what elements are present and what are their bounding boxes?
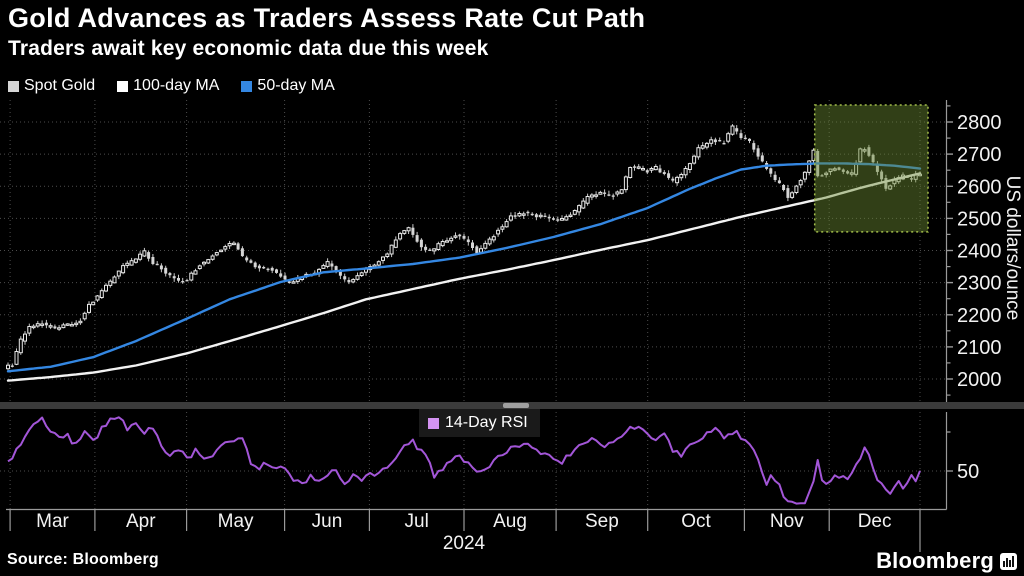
svg-text:2000: 2000 xyxy=(957,369,1002,391)
svg-text:2024: 2024 xyxy=(443,533,486,554)
chart-subtitle: Traders await key economic data due this… xyxy=(8,37,489,60)
bloomberg-wordmark: Bloomberg xyxy=(876,548,994,573)
legend-item-spot-gold: Spot Gold xyxy=(8,77,95,95)
svg-text:May: May xyxy=(218,511,254,532)
rsi-swatch-icon xyxy=(428,417,439,429)
svg-text:2200: 2200 xyxy=(957,305,1002,327)
legend-item-100-day-ma: 100-day MA xyxy=(117,77,219,95)
bloomberg-chart-icon xyxy=(1000,552,1017,570)
svg-text:2600: 2600 xyxy=(957,176,1002,198)
svg-text:2400: 2400 xyxy=(957,241,1002,263)
chart-title: Gold Advances as Traders Assess Rate Cut… xyxy=(8,3,646,33)
rsi-legend: 14-Day RSI xyxy=(419,409,540,437)
legend-label: 50-day MA xyxy=(257,77,335,94)
panel-resize-handle[interactable] xyxy=(503,403,529,408)
svg-text:50: 50 xyxy=(957,461,979,483)
ma50-swatch-icon xyxy=(241,80,253,92)
svg-text:Nov: Nov xyxy=(770,511,804,532)
svg-text:2800: 2800 xyxy=(957,112,1002,134)
svg-text:Apr: Apr xyxy=(126,511,156,532)
ma100-swatch-icon xyxy=(117,80,129,92)
panel-divider[interactable] xyxy=(0,402,1024,409)
svg-text:Jul: Jul xyxy=(405,511,429,532)
spot-gold-swatch-icon xyxy=(8,80,19,92)
source-caption: Source: Bloomberg xyxy=(7,551,159,568)
legend-label: Spot Gold xyxy=(24,77,96,94)
svg-text:Jun: Jun xyxy=(312,511,343,532)
svg-text:2100: 2100 xyxy=(957,337,1002,359)
rsi-legend-label: 14-Day RSI xyxy=(445,414,528,431)
svg-text:US dollars/ounce: US dollars/ounce xyxy=(1002,176,1023,321)
legend-item-50-day-ma: 50-day MA xyxy=(241,77,335,95)
price-legend: Spot Gold 100-day MA 50-day MA xyxy=(8,77,335,95)
svg-text:2300: 2300 xyxy=(957,273,1002,295)
svg-text:Mar: Mar xyxy=(36,511,69,532)
svg-text:2700: 2700 xyxy=(957,144,1002,166)
svg-text:Oct: Oct xyxy=(681,511,711,532)
svg-text:2500: 2500 xyxy=(957,208,1002,230)
bloomberg-logo: Bloomberg xyxy=(876,548,1017,574)
legend-label: 100-day MA xyxy=(133,77,220,94)
svg-text:Dec: Dec xyxy=(858,511,892,532)
svg-text:Aug: Aug xyxy=(493,511,527,532)
svg-text:Sep: Sep xyxy=(585,511,619,532)
